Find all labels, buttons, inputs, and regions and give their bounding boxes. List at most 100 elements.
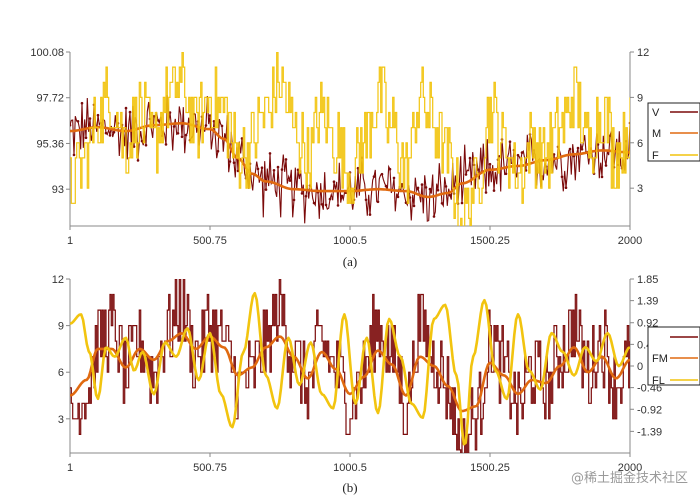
series-point-V <box>568 147 572 151</box>
series-point-V <box>136 159 140 162</box>
series-point-V <box>356 166 360 170</box>
series-point-V <box>444 185 448 188</box>
right-y-tick-label: -0.92 <box>637 404 662 416</box>
series-point-V <box>180 135 184 139</box>
right-y-tick-label: 6 <box>637 138 643 150</box>
left-y-tick-label: 95.36 <box>36 138 64 150</box>
legend-label-FM: FM <box>652 353 668 365</box>
series-point-V <box>132 145 136 148</box>
right-y-tick-label: 1.85 <box>637 274 658 286</box>
series-point-V <box>296 168 300 172</box>
plot-area <box>70 52 630 226</box>
series-point-V <box>404 201 408 204</box>
series-point-V <box>400 183 404 186</box>
series-point-V <box>220 124 224 128</box>
series-point-V <box>70 123 72 127</box>
left-y-tick-label: 100.08 <box>30 47 64 59</box>
series-point-V <box>412 204 416 208</box>
x-tick-label: 1 <box>67 235 73 247</box>
series-point-V <box>364 198 368 202</box>
series-point-V <box>520 151 524 154</box>
series-point-V <box>432 215 436 218</box>
series-point-V <box>368 213 372 216</box>
series-point-V <box>204 124 208 127</box>
x-tick-label: 1000.5 <box>333 235 367 247</box>
legend-label-V: V <box>652 107 660 119</box>
series-point-V <box>492 189 496 192</box>
series-point-V <box>84 136 88 140</box>
series-point-V <box>284 158 288 161</box>
series-point-V <box>324 203 328 207</box>
legend-label-FL: FL <box>652 375 665 387</box>
series-point-V <box>228 160 232 163</box>
series-point-V <box>96 113 100 117</box>
x-tick-label: 1 <box>67 462 73 474</box>
legend-label-F: F <box>652 150 659 162</box>
series-point-V <box>168 111 172 114</box>
x-tick-label: 2000 <box>618 235 642 247</box>
series-point-V <box>260 166 264 169</box>
series-point-V <box>72 153 76 157</box>
series-point-V <box>448 193 452 197</box>
series-point-V <box>468 156 472 160</box>
series-point-V <box>112 130 116 134</box>
series-point-V <box>376 200 380 204</box>
series-point-V <box>460 201 464 205</box>
right-y-tick-label: -1.39 <box>637 426 662 438</box>
series-point-V <box>508 140 512 143</box>
series-point-V <box>332 180 336 183</box>
series-point-V <box>264 188 268 191</box>
watermark: @稀土掘金技术社区 <box>570 471 688 486</box>
series-point-V <box>208 114 212 117</box>
series-point-V <box>476 168 480 171</box>
series-point-V <box>372 175 376 178</box>
series-point-V <box>596 143 600 146</box>
series-point-V <box>288 179 292 182</box>
series-line-F <box>70 52 630 226</box>
series-point-V <box>328 197 332 201</box>
series-point-V <box>88 117 92 120</box>
series-point-V <box>140 139 144 143</box>
series-point-V <box>436 188 440 192</box>
series-point-V <box>580 148 584 151</box>
left-y-tick-label: 97.72 <box>36 93 64 105</box>
series-point-V <box>152 115 156 118</box>
series-point-V <box>212 120 216 123</box>
series-point-V <box>76 120 80 123</box>
series-point-V <box>608 134 612 138</box>
series-point-V <box>504 172 508 176</box>
series-point-V <box>156 119 160 122</box>
chart-panel-1: 1 500.75 1000.5 1500.25 20009395.3697.72100.… <box>30 47 700 269</box>
series-point-V <box>564 186 568 189</box>
left-y-tick-label: 6 <box>58 367 64 379</box>
series-line-F <box>70 279 630 453</box>
series-point-V <box>464 173 468 176</box>
series-point-V <box>272 169 276 172</box>
series-point-V <box>108 134 112 137</box>
series-point-V <box>416 186 420 190</box>
series-point-V <box>104 131 108 135</box>
plot-area <box>70 279 630 453</box>
series-point-V <box>268 152 272 155</box>
left-y-tick-label: 9 <box>58 321 64 333</box>
left-y-tick-label: 93 <box>52 184 64 196</box>
series-point-V <box>488 162 492 166</box>
series-point-V <box>144 143 148 147</box>
left-y-tick-label: 3 <box>58 414 64 426</box>
series-point-V <box>292 198 296 202</box>
series-point-V <box>420 183 424 186</box>
series-point-V <box>424 186 428 189</box>
series-point-V <box>396 195 400 199</box>
series-point-V <box>408 196 412 199</box>
series-point-V <box>236 169 240 173</box>
series-point-V <box>176 132 180 135</box>
series-point-V <box>576 146 580 150</box>
series-point-V <box>484 191 488 194</box>
series-point-V <box>232 161 236 164</box>
series-point-V <box>184 133 188 137</box>
series-point-V <box>524 169 528 172</box>
series-point-V <box>516 153 520 157</box>
right-y-tick-label: -0.46 <box>637 383 662 395</box>
series-point-V <box>380 172 384 176</box>
series-point-V <box>320 203 324 206</box>
